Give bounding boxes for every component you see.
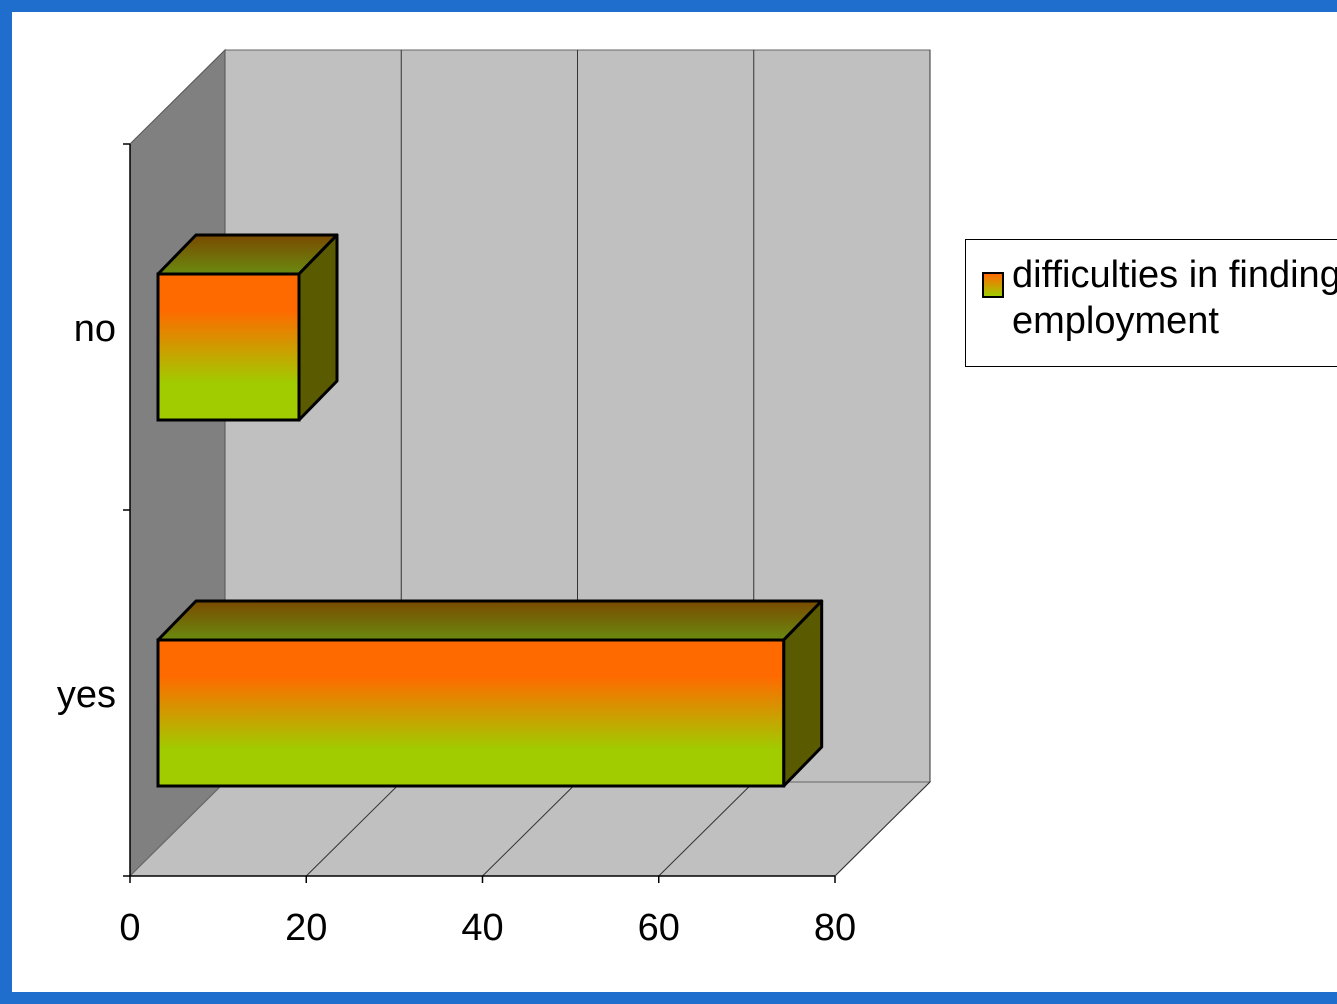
axes: no yes 0 20 40 60 80 bbox=[57, 143, 856, 949]
floor-gridline bbox=[305, 781, 402, 877]
x-tick-label: 0 bbox=[119, 907, 140, 949]
bar-front bbox=[156, 272, 301, 422]
bar-front bbox=[156, 638, 786, 788]
category-label: yes bbox=[57, 674, 116, 716]
bar-chart: no yes 0 20 40 60 80 bbox=[57, 48, 932, 949]
bar-no bbox=[156, 233, 339, 422]
bar-top bbox=[156, 599, 824, 642]
x-tick-label: 60 bbox=[638, 907, 680, 949]
x-tick-label: 80 bbox=[814, 907, 856, 949]
x-tick-label: 20 bbox=[285, 907, 327, 949]
floor-gridline bbox=[834, 781, 931, 877]
x-tick-label: 40 bbox=[461, 907, 503, 949]
bars bbox=[156, 233, 824, 788]
category-label: no bbox=[74, 308, 116, 350]
chart-area: no yes 0 20 40 60 80 difficulties in finding e… bbox=[12, 12, 1337, 992]
legend-swatch bbox=[982, 272, 1004, 298]
bar-yes bbox=[156, 599, 824, 788]
floor-gridline bbox=[658, 781, 755, 877]
floor-gridline bbox=[482, 781, 578, 877]
legend: difficulties in finding employment bbox=[965, 239, 1337, 367]
legend-label: difficulties in finding employment bbox=[1012, 254, 1337, 342]
